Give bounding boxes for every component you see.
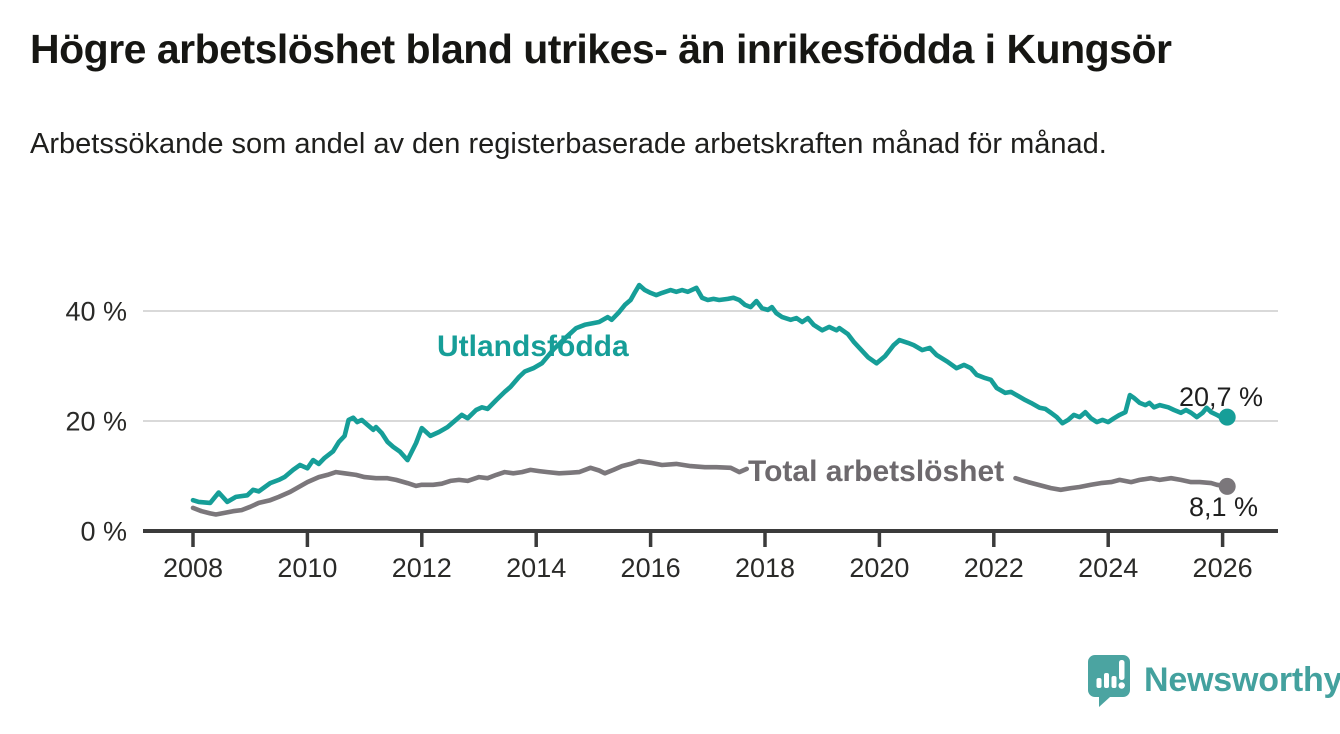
x-tick-label: 2018: [735, 553, 795, 583]
x-tick-label: 2012: [392, 553, 452, 583]
chart-title: Högre arbetslöshet bland utrikes- än inr…: [30, 26, 1172, 72]
x-tick-label: 2022: [964, 553, 1024, 583]
x-tick-label: 2014: [506, 553, 566, 583]
newsworthy-logo: Newsworthy: [1086, 652, 1340, 708]
y-tick-label: 20 %: [65, 407, 127, 437]
y-tick-label: 0 %: [80, 517, 127, 547]
series-end-dot-total: [1218, 477, 1236, 495]
series-line-total: [190, 458, 750, 517]
x-tick-label: 2024: [1078, 553, 1138, 583]
series-end-dot-utlandsfodda: [1218, 408, 1236, 426]
x-tick-label: 2016: [621, 553, 681, 583]
y-tick-label: 40 %: [65, 297, 127, 327]
series-line-total: [1013, 475, 1230, 493]
x-tick-label: 2020: [849, 553, 909, 583]
series-label-total: Total arbetslöshet: [748, 455, 1004, 488]
x-tick-label: 2010: [277, 553, 337, 583]
newsworthy-logo-text: Newsworthy: [1144, 660, 1340, 699]
x-tick-label: 2026: [1193, 553, 1253, 583]
x-tick-label: 2008: [163, 553, 223, 583]
series-line-utlandsfodda: [190, 282, 1230, 506]
newsworthy-logo-icon: [1088, 655, 1130, 707]
series-label-utlandsfodda: Utlandsfödda: [437, 330, 629, 363]
series-end-value-utlandsfodda: 20,7 %: [1179, 382, 1263, 412]
chart-subtitle: Arbetssökande som andel av den registerb…: [30, 128, 1107, 160]
series-end-value-total: 8,1 %: [1189, 492, 1258, 522]
